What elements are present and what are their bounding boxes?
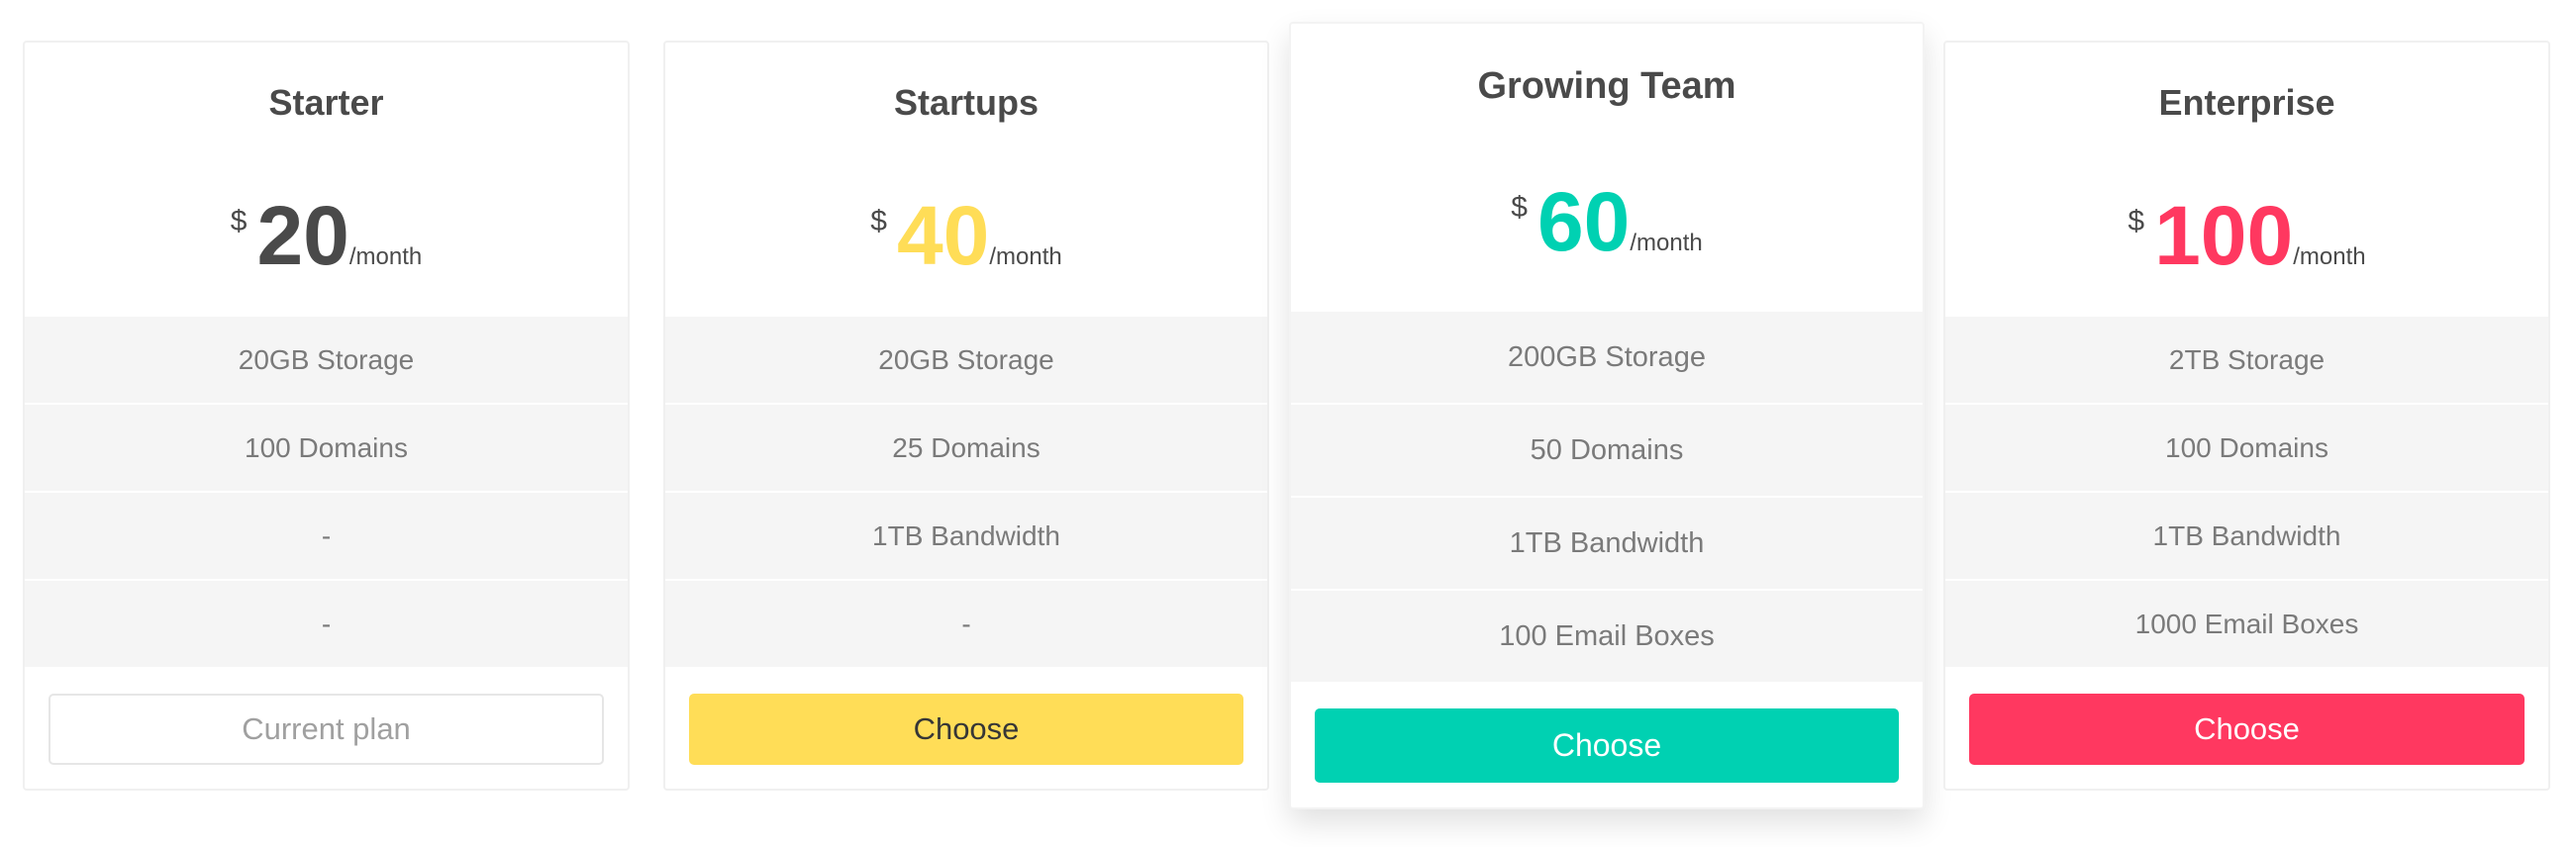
feature-row: 2TB Storage bbox=[1945, 317, 2548, 405]
pricing-card-starter: Starter $20/month 20GB Storage 100 Domai… bbox=[23, 41, 630, 791]
card-header: Enterprise $100/month bbox=[1945, 43, 2548, 317]
price-amount: 40 bbox=[896, 189, 990, 282]
feature-row: - bbox=[25, 493, 628, 581]
pricing-card-growing-team: Growing Team $60/month 200GB Storage 50 … bbox=[1289, 22, 1925, 809]
feature-row: 200GB Storage bbox=[1291, 312, 1923, 405]
currency-symbol: $ bbox=[230, 205, 248, 237]
feature-row: 25 Domains bbox=[665, 405, 1267, 493]
feature-row: 20GB Storage bbox=[25, 317, 628, 405]
plan-price: $20/month bbox=[25, 191, 628, 280]
price-amount: 60 bbox=[1536, 175, 1631, 268]
feature-row: 100 Domains bbox=[25, 405, 628, 493]
feature-row: 50 Domains bbox=[1291, 405, 1923, 498]
plan-name: Startups bbox=[893, 82, 1040, 123]
card-header: Growing Team $60/month bbox=[1291, 24, 1923, 312]
feature-row: 1TB Bandwidth bbox=[1945, 493, 2548, 581]
currency-symbol: $ bbox=[1511, 191, 1528, 224]
choose-enterprise-button[interactable]: Choose bbox=[1969, 693, 2525, 765]
feature-row: - bbox=[665, 581, 1267, 669]
plan-price: $100/month bbox=[1945, 191, 2548, 280]
plan-price: $60/month bbox=[1291, 177, 1923, 266]
feature-row: 1000 Email Boxes bbox=[1945, 581, 2548, 669]
feature-row: 1TB Bandwidth bbox=[1291, 498, 1923, 591]
pricing-card-startups: Startups $40/month 20GB Storage 25 Domai… bbox=[663, 41, 1269, 791]
feature-row: 1TB Bandwidth bbox=[665, 493, 1267, 581]
price-period: /month bbox=[2293, 243, 2366, 270]
choose-growing-team-button[interactable]: Choose bbox=[1315, 708, 1899, 783]
price-period: /month bbox=[989, 243, 1062, 270]
plan-name: Starter bbox=[268, 82, 384, 123]
price-period: /month bbox=[348, 243, 423, 270]
card-header: Starter $20/month bbox=[25, 43, 628, 317]
price-period: /month bbox=[1630, 230, 1703, 256]
feature-row: 100 Domains bbox=[1945, 405, 2548, 493]
plan-name: Enterprise bbox=[2158, 82, 2335, 123]
currency-symbol: $ bbox=[2128, 205, 2145, 237]
pricing-card-enterprise: Enterprise $100/month 2TB Storage 100 Do… bbox=[1943, 41, 2550, 791]
feature-row: - bbox=[25, 581, 628, 669]
card-header: Startups $40/month bbox=[665, 43, 1267, 317]
choose-startups-button[interactable]: Choose bbox=[689, 693, 1243, 765]
price-amount: 20 bbox=[256, 189, 349, 282]
plan-name: Growing Team bbox=[1477, 65, 1736, 107]
price-amount: 100 bbox=[2154, 189, 2294, 282]
feature-row: 100 Email Boxes bbox=[1291, 591, 1923, 684]
currency-symbol: $ bbox=[870, 205, 887, 237]
current-plan-button[interactable]: Current plan bbox=[49, 693, 604, 765]
feature-row: 20GB Storage bbox=[665, 317, 1267, 405]
plan-price: $40/month bbox=[665, 191, 1267, 280]
